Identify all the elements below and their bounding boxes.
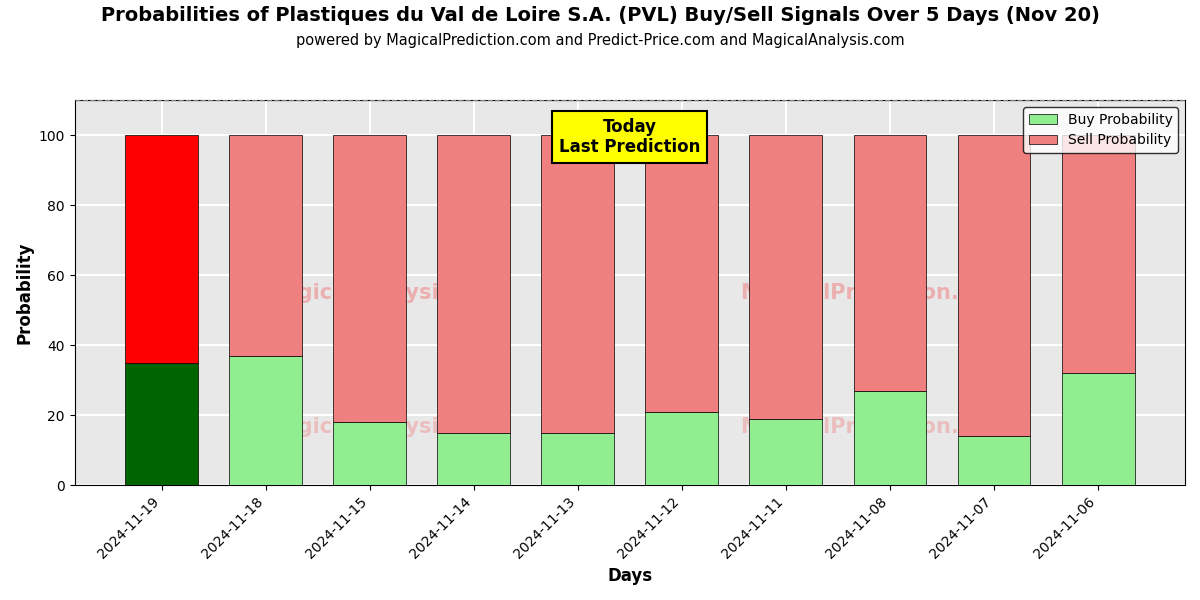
Bar bbox=[1062, 373, 1134, 485]
Text: Today
Last Prediction: Today Last Prediction bbox=[559, 118, 701, 157]
Bar bbox=[437, 433, 510, 485]
Text: Probabilities of Plastiques du Val de Loire S.A. (PVL) Buy/Sell Signals Over 5 D: Probabilities of Plastiques du Val de Lo… bbox=[101, 6, 1099, 25]
Bar bbox=[541, 135, 614, 433]
Legend: Buy Probability, Sell Probability: Buy Probability, Sell Probability bbox=[1024, 107, 1178, 153]
Y-axis label: Probability: Probability bbox=[16, 241, 34, 344]
Bar bbox=[1062, 135, 1134, 373]
Bar bbox=[958, 135, 1031, 436]
Bar bbox=[853, 391, 926, 485]
Bar bbox=[646, 135, 719, 412]
Text: MagicalAnalysis.com: MagicalAnalysis.com bbox=[263, 283, 508, 302]
Bar bbox=[125, 362, 198, 485]
Bar bbox=[750, 419, 822, 485]
Bar bbox=[334, 422, 406, 485]
Bar bbox=[437, 135, 510, 433]
Bar bbox=[646, 412, 719, 485]
Bar bbox=[958, 436, 1031, 485]
Bar bbox=[334, 135, 406, 422]
Text: MagicalPrediction.com: MagicalPrediction.com bbox=[740, 418, 1008, 437]
Text: MagicalPrediction.com: MagicalPrediction.com bbox=[740, 283, 1008, 302]
Bar bbox=[750, 135, 822, 419]
Bar bbox=[229, 135, 302, 356]
Text: MagicalAnalysis.com: MagicalAnalysis.com bbox=[263, 418, 508, 437]
Bar bbox=[853, 135, 926, 391]
X-axis label: Days: Days bbox=[607, 567, 653, 585]
Text: powered by MagicalPrediction.com and Predict-Price.com and MagicalAnalysis.com: powered by MagicalPrediction.com and Pre… bbox=[295, 33, 905, 48]
Bar bbox=[229, 356, 302, 485]
Bar bbox=[541, 433, 614, 485]
Bar bbox=[125, 135, 198, 362]
